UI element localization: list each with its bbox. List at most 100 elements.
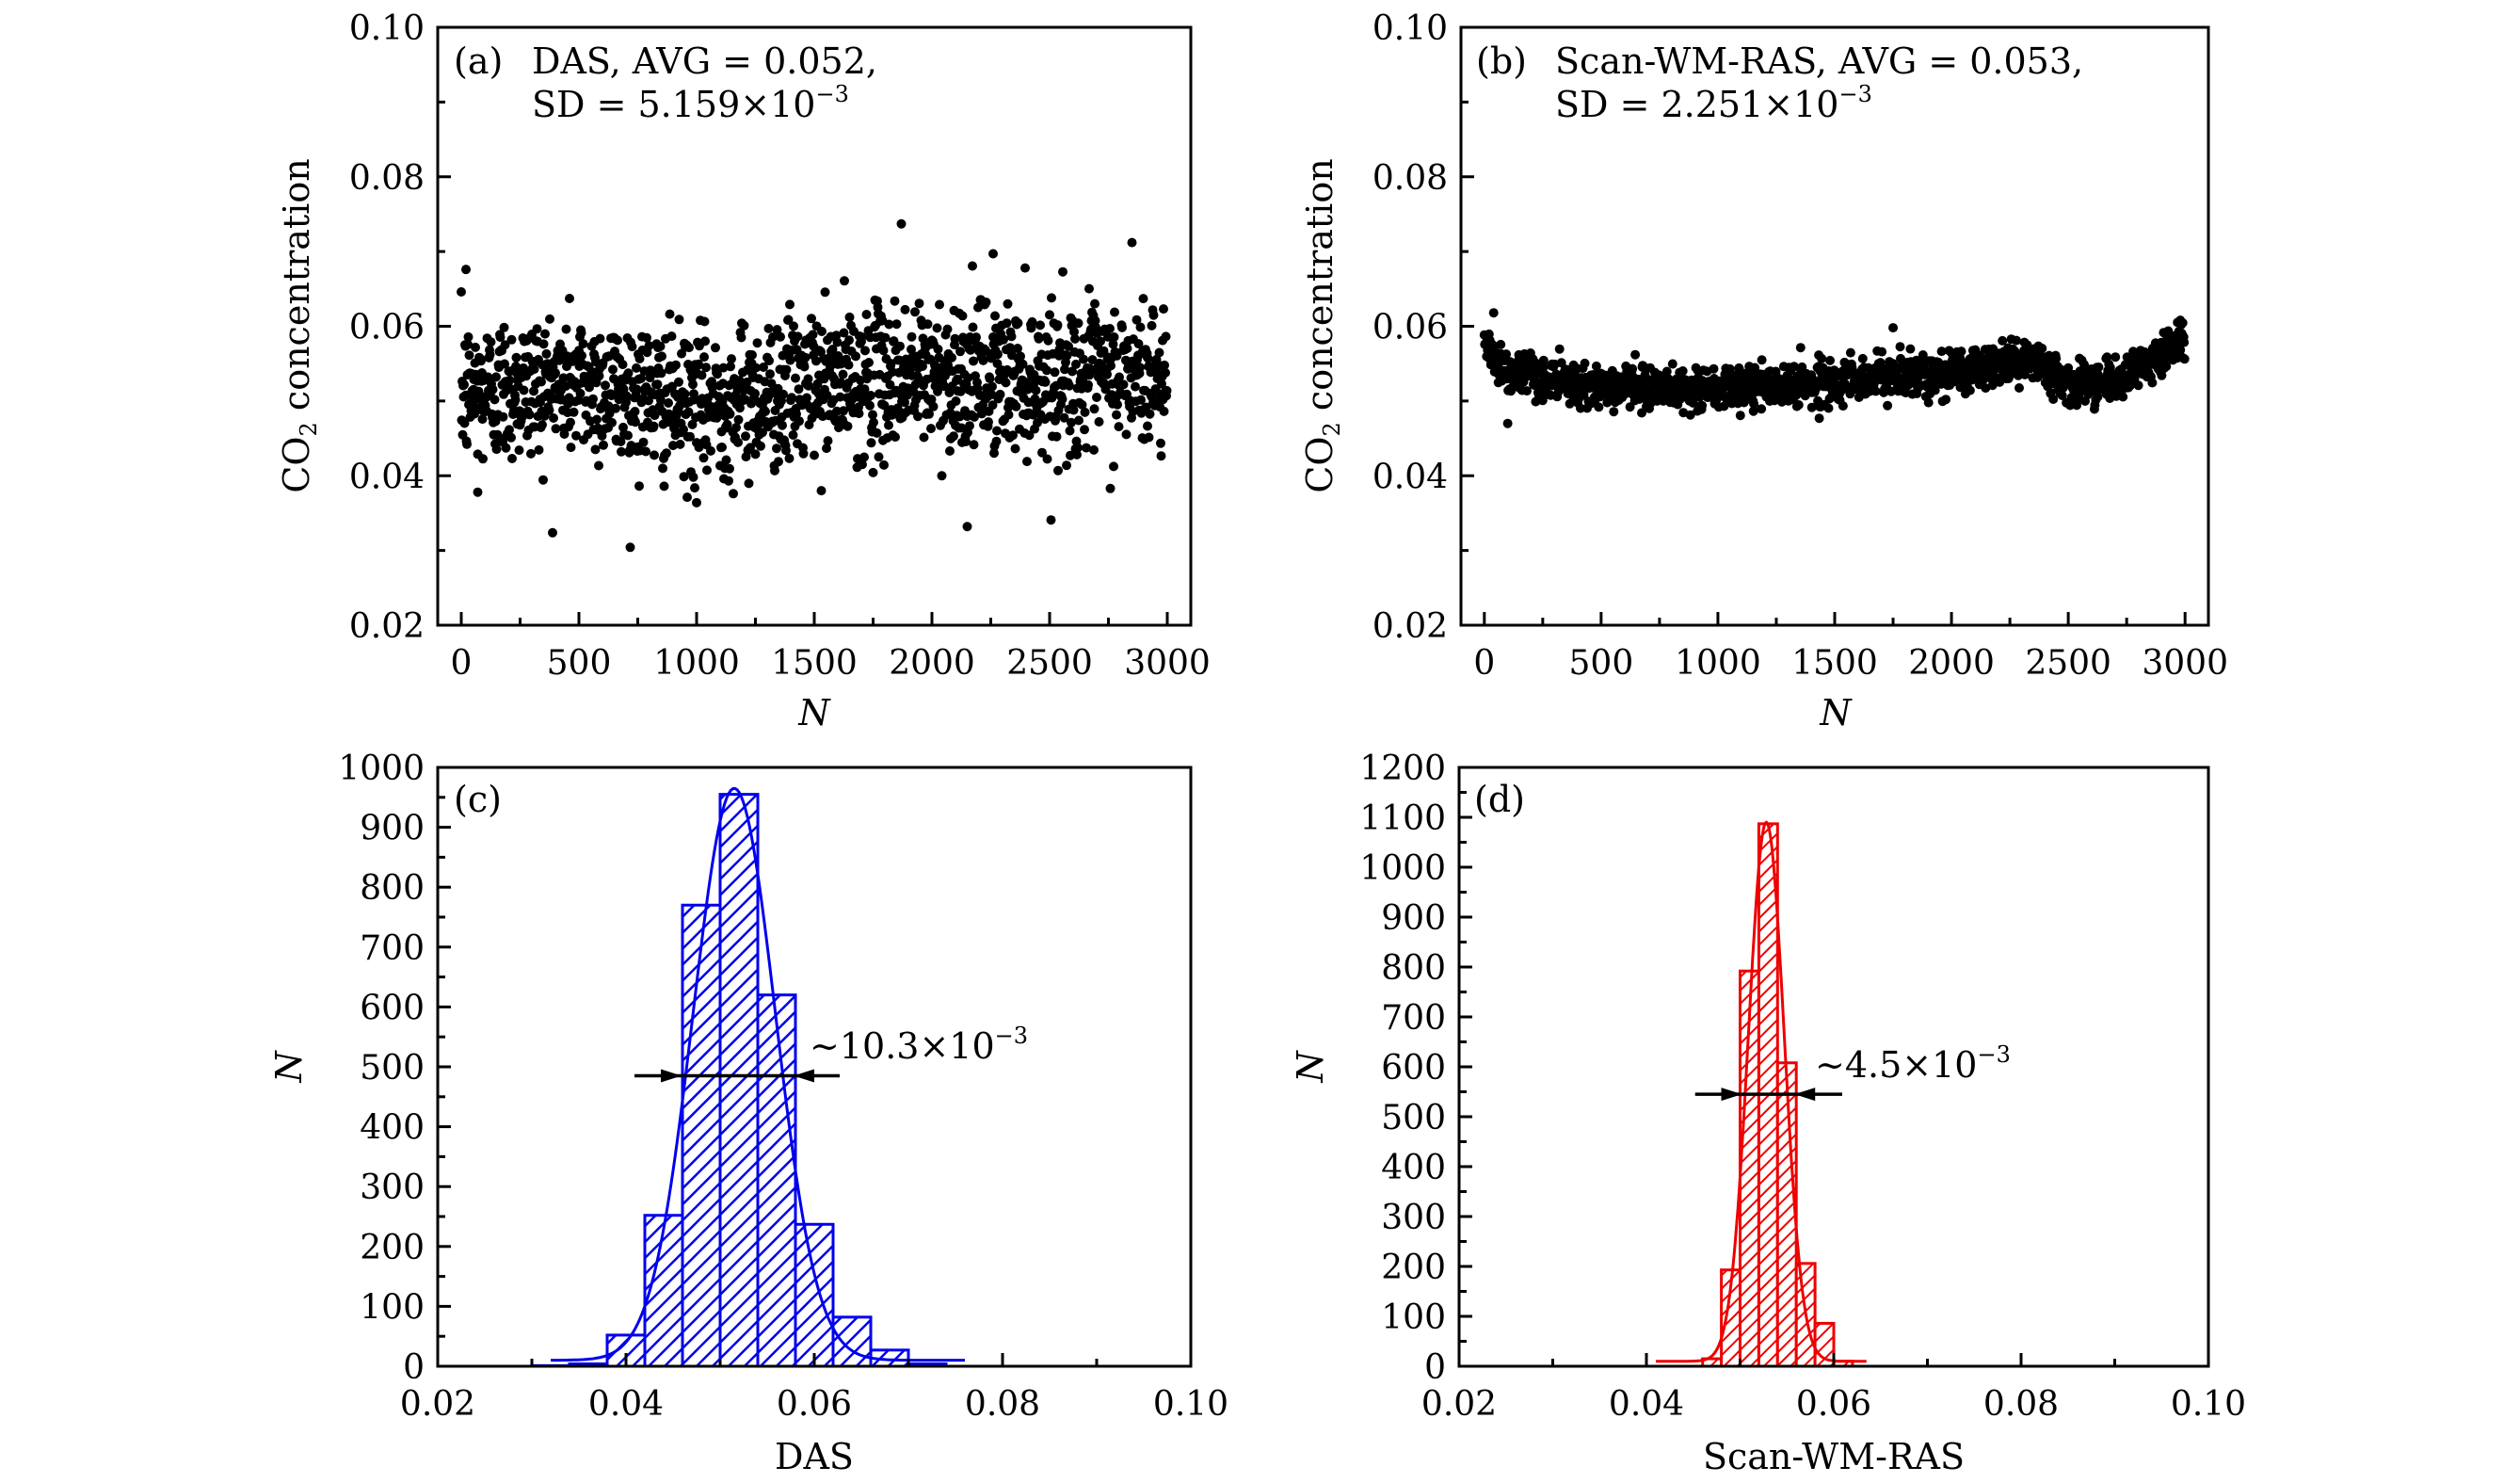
data-point (1496, 339, 1506, 349)
data-point (1080, 407, 1090, 417)
data-point (751, 363, 761, 373)
panel-label-c: (c) (454, 779, 502, 820)
data-point (1115, 372, 1124, 382)
data-point (817, 327, 827, 336)
y-tick-label: 100 (360, 1288, 425, 1327)
data-point (650, 450, 659, 460)
data-point (778, 389, 788, 399)
data-point (713, 369, 722, 379)
data-point (571, 430, 581, 441)
data-point (900, 304, 910, 314)
data-point (792, 409, 801, 419)
data-point (918, 362, 927, 371)
x-tick-label: 2500 (1006, 644, 1093, 683)
data-point (1936, 347, 1947, 357)
data-point (1156, 438, 1165, 448)
data-point (933, 386, 942, 396)
data-point (839, 406, 848, 416)
data-point (807, 314, 816, 324)
data-point (770, 465, 779, 476)
data-point (1052, 320, 1063, 330)
data-point (498, 411, 508, 422)
data-point (1965, 385, 1975, 395)
data-point (638, 437, 649, 447)
data-point (729, 489, 738, 499)
data-point (1069, 327, 1079, 337)
data-point (1144, 432, 1154, 443)
histogram-bar (756, 993, 797, 1368)
data-point (548, 527, 557, 538)
data-point (1046, 515, 1056, 525)
data-point (843, 421, 853, 431)
data-point (1059, 412, 1069, 423)
data-point-outlier (473, 487, 483, 497)
ticks-c: 0.02 0.04 0.06 0.08 0.10 0 100 200 300 400 500 600 7… (338, 750, 1228, 1424)
x-tick-label: 0 (1473, 644, 1495, 683)
data-point (514, 445, 524, 456)
y-tick-label: 400 (360, 1109, 425, 1148)
data-point (463, 339, 473, 349)
y-tick-label: 0.10 (349, 9, 425, 48)
data-point (864, 358, 874, 367)
data-point (861, 310, 872, 319)
data-point (820, 287, 830, 298)
y-tick-label: 600 (1381, 1049, 1446, 1088)
data-point (756, 441, 765, 451)
data-point (859, 452, 869, 462)
y-tick-label: 0.06 (349, 309, 425, 347)
data-point (1838, 401, 1848, 411)
data-point (1825, 355, 1835, 365)
data-point (1923, 397, 1934, 408)
x-tick-label: 0 (451, 644, 473, 683)
data-point (636, 374, 646, 383)
data-point (657, 351, 666, 362)
data-point (891, 432, 900, 443)
data-point (736, 332, 746, 343)
data-point (1748, 406, 1758, 416)
data-point (544, 405, 554, 415)
data-point (961, 437, 971, 446)
data-point-outlier (1888, 323, 1899, 333)
data-point (630, 407, 640, 416)
data-point (1008, 430, 1018, 441)
data-point (590, 444, 601, 455)
data-point (1538, 355, 1549, 365)
data-point (675, 439, 685, 449)
data-point (526, 448, 536, 459)
x-axis-title-b: N (1819, 692, 1853, 733)
data-point (1132, 314, 1142, 325)
data-point (722, 419, 732, 429)
data-point (1630, 349, 1641, 360)
data-point (1135, 322, 1146, 332)
data-point (2037, 344, 2047, 353)
data-point (1031, 385, 1041, 395)
data-point (585, 382, 594, 393)
data-point (923, 319, 933, 330)
data-point (1100, 384, 1111, 395)
data-point (939, 381, 949, 392)
data-point (538, 475, 548, 485)
histogram-bar (718, 793, 760, 1368)
data-point (890, 296, 900, 306)
data-point (507, 454, 517, 463)
data-point (810, 450, 819, 460)
data-point (772, 443, 781, 454)
data-point (474, 386, 484, 396)
data-point (549, 413, 558, 423)
data-point (803, 374, 813, 384)
data-point (664, 398, 673, 408)
y-tick-label: 1000 (1359, 849, 1446, 888)
data-point (634, 481, 644, 492)
data-point (566, 417, 575, 427)
ticks-d: 0.02 0.04 0.06 0.08 0.10 0 100 200 300 400 500 600 7… (1359, 750, 2246, 1424)
data-point (937, 471, 947, 481)
data-point (488, 384, 498, 395)
data-point (1757, 355, 1767, 365)
data-point (1735, 411, 1745, 421)
data-point (1020, 263, 1030, 273)
data-point (477, 414, 488, 425)
data-point (674, 377, 683, 387)
data-point (594, 460, 603, 471)
data-point (679, 472, 689, 482)
data-point (836, 378, 845, 388)
